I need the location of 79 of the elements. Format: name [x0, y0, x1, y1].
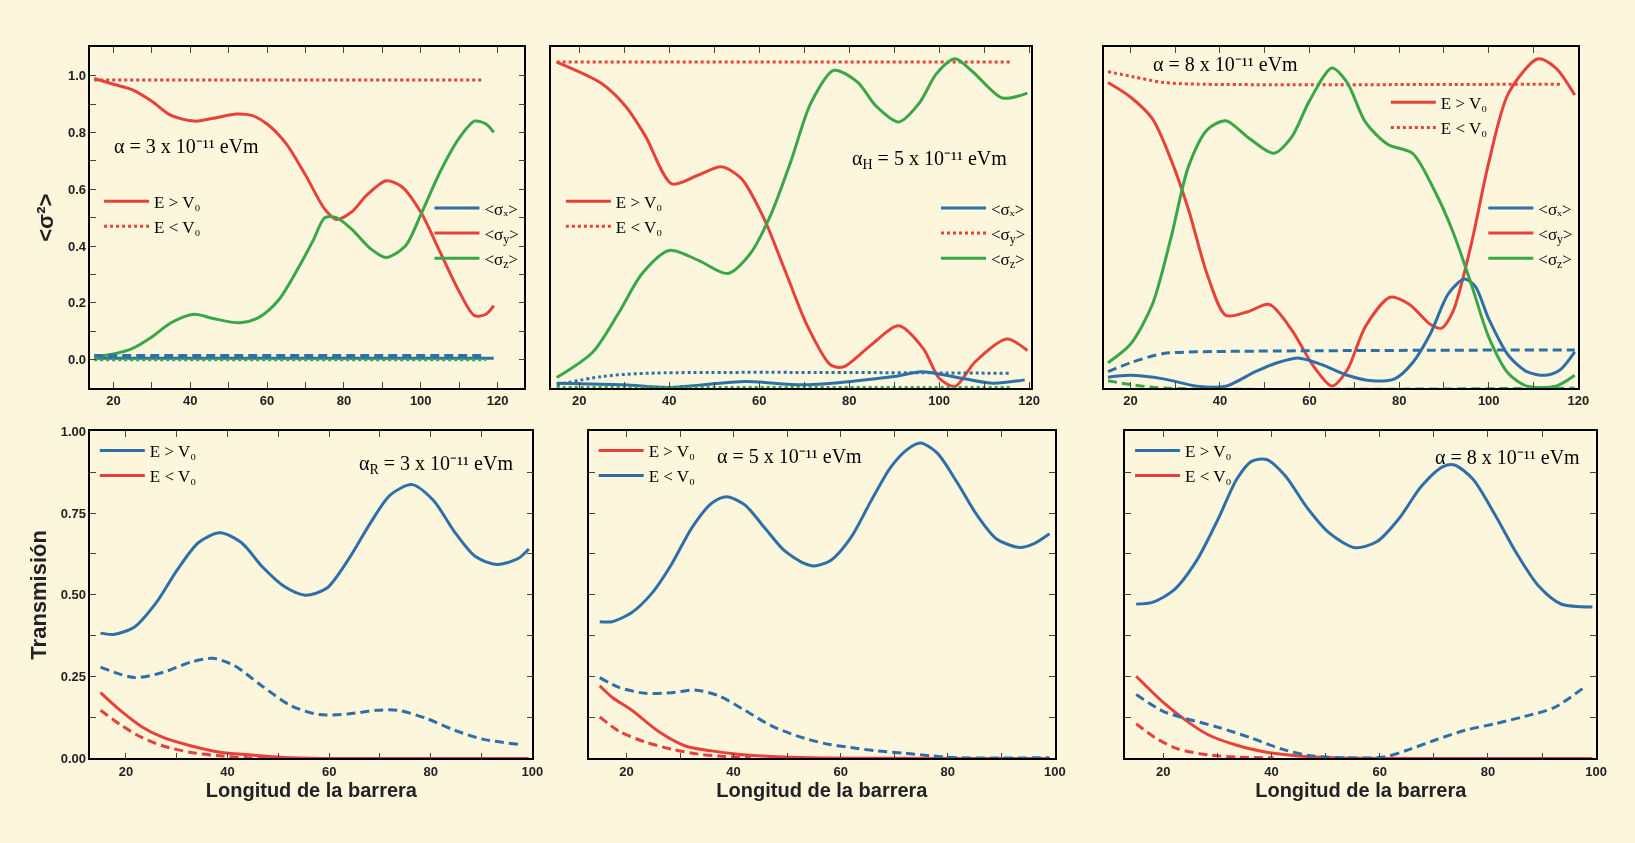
x-tick-label: 40 [183, 393, 198, 409]
legend-label: E > V₀ [149, 442, 197, 462]
legend-label: E > V₀ [1440, 93, 1488, 113]
y-tick-label: 0.6 [67, 181, 87, 197]
x-tick-label: 40 [726, 763, 741, 779]
line-series [99, 691, 531, 759]
annotation: α = 8 x 10⁻¹¹ eVm [1153, 53, 1299, 75]
x-tick-label: 60 [1302, 393, 1317, 409]
x-tick-label: 60 [321, 763, 337, 779]
x-tick-label: 100 [409, 393, 432, 409]
legend-label: <σ$_{z}$> [991, 249, 1025, 272]
y-axis-title: <σ²> [33, 193, 59, 242]
legend-label: <σ$_{y}$> [1538, 224, 1573, 247]
annotation: α = 8 x 10⁻¹¹ eVm [1435, 446, 1581, 468]
y-tick-label: 0.2 [67, 295, 87, 311]
x-tick-label: 40 [1264, 763, 1279, 779]
x-tick-label: 80 [940, 763, 955, 779]
y-tick-label: 0.75 [60, 505, 87, 521]
legend-label: <σ$_{z}$> [484, 249, 519, 272]
x-axis-title: Longitud de la barrera [716, 778, 929, 801]
y-tick-label: 1.00 [60, 423, 87, 439]
x-tick-label: 20 [1123, 393, 1138, 409]
legend-label: E < V₀ [1440, 119, 1488, 139]
legend-label: E < V₀ [615, 217, 663, 237]
y-tick-label: 1.0 [67, 68, 87, 84]
x-tick-label: 80 [1480, 763, 1496, 779]
x-tick-label: 40 [220, 763, 235, 779]
y-tick-label: 0.00 [60, 750, 87, 766]
x-tick-label: 20 [619, 763, 634, 779]
x-tick-label: 120 [1567, 393, 1590, 409]
x-axis-title: Longitud de la barrera [1255, 778, 1468, 801]
x-tick-label: 60 [259, 393, 275, 409]
legend-label: E < V₀ [154, 217, 201, 237]
x-tick-label: 80 [1391, 393, 1407, 409]
annotation: α$_{H}$ = 5 x 10⁻¹¹ eVm [852, 147, 1008, 173]
legend-label: E < V₀ [648, 467, 696, 487]
legend-label: E > V₀ [154, 192, 201, 212]
annotation: α = 5 x 10⁻¹¹ eVm [717, 445, 863, 467]
x-tick-label: 60 [833, 763, 848, 779]
legend-label: E > V₀ [615, 192, 663, 212]
y-tick-label: 0.4 [67, 238, 87, 254]
x-tick-label: 20 [106, 393, 121, 409]
x-tick-label: 120 [1018, 393, 1041, 409]
y-tick-label: 0.0 [67, 352, 87, 368]
legend-label: <σ$_{z}$> [1538, 249, 1572, 272]
line-series [99, 483, 531, 636]
y-tick-label: 0.8 [67, 125, 87, 141]
x-tick-label: 20 [1156, 763, 1171, 779]
x-tick-label: 80 [841, 393, 857, 409]
legend-label: <σ$_{y}$> [484, 224, 519, 247]
x-tick-label: 20 [118, 763, 134, 779]
y-axis-title: Transmisión [26, 530, 52, 660]
x-tick-label: 100 [1044, 763, 1066, 779]
x-tick-label: 60 [1372, 763, 1387, 779]
x-tick-label: 40 [661, 393, 677, 409]
x-tick-label: 100 [1585, 763, 1608, 779]
annotation: α$_{R}$ = 3 x 10⁻¹¹ eVm [359, 452, 514, 478]
legend-label: E < V₀ [1185, 467, 1232, 487]
x-tick-label: 100 [1477, 393, 1500, 409]
x-tick-label: 100 [928, 393, 951, 409]
x-tick-label: 40 [1212, 393, 1228, 409]
legend-label: E < V₀ [149, 467, 197, 487]
x-tick-label: 20 [571, 393, 587, 409]
legend-label: E > V₀ [648, 442, 696, 462]
legend-label: E > V₀ [1185, 442, 1232, 462]
legend-label: <σₓ> [484, 199, 518, 219]
x-axis-title: Longitud de la barrera [205, 778, 418, 801]
legend-label: <σₓ> [1538, 199, 1572, 219]
y-tick-label: 0.25 [60, 669, 87, 685]
legend-label: <σ$_{y}$> [991, 224, 1026, 247]
x-tick-label: 60 [751, 393, 767, 409]
legend-label: <σₓ> [991, 199, 1025, 219]
y-tick-label: 0.50 [60, 587, 87, 603]
line-series [99, 656, 520, 746]
x-tick-label: 100 [521, 763, 544, 779]
x-tick-label: 80 [336, 393, 352, 409]
x-tick-label: 80 [423, 763, 439, 779]
x-tick-label: 120 [486, 393, 509, 409]
annotation: α = 3 x 10⁻¹¹ eVm [114, 135, 260, 157]
